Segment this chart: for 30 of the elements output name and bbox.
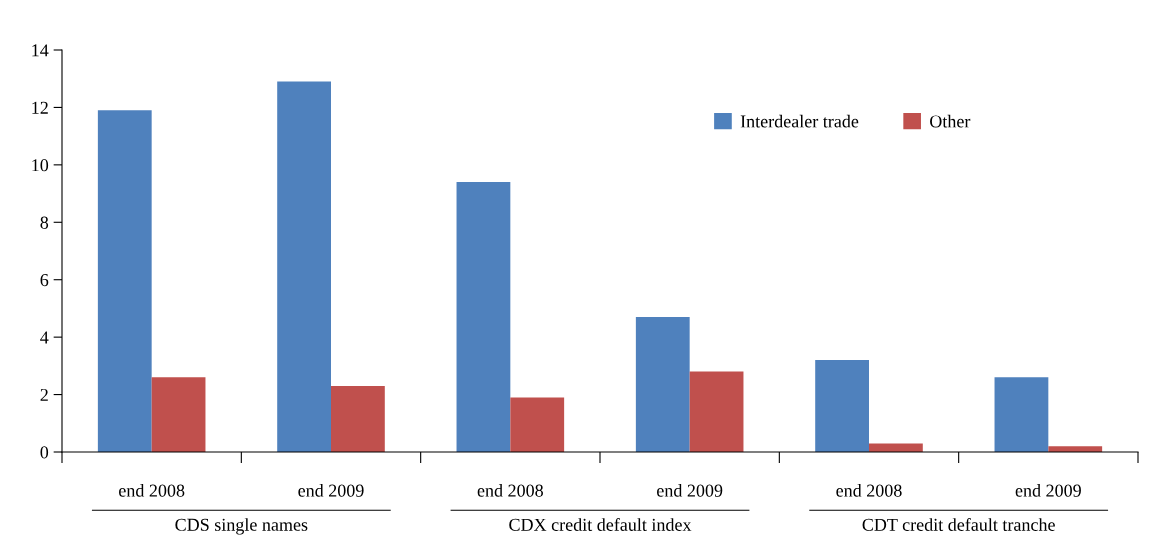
bar (994, 377, 1049, 452)
bar (151, 377, 206, 452)
bar (97, 110, 152, 452)
text: CDS single names (175, 518, 308, 535)
text: CDX credit default index (509, 518, 692, 531)
y-tick-label: 2 (40, 388, 48, 401)
text: CDT credit default tranche (862, 518, 1055, 531)
bar (510, 397, 565, 452)
bar (869, 443, 923, 452)
y-tick-label: 0 (40, 446, 49, 459)
y-tick-label: 10 (32, 159, 49, 172)
y-tick-label: 4 (40, 331, 49, 344)
bar (456, 182, 511, 452)
legend-label: Interdealer trade (740, 114, 859, 128)
bar (689, 371, 744, 452)
x-tick-label: end 2008 (836, 484, 902, 497)
bar (331, 385, 385, 452)
y-tick-label: 6 (40, 274, 49, 287)
y-tick-label: 12 (32, 101, 48, 114)
x-tick-label: end 2009 (1015, 484, 1081, 497)
x-tick-label: end 2009 (657, 484, 723, 497)
x-tick-label: end 2008 (477, 484, 543, 497)
x-tick-label: end 2009 (298, 484, 364, 497)
x-tick-label: end 2008 (119, 484, 185, 497)
y-tick-label: 8 (40, 216, 49, 229)
y-tick-label: 14 (32, 44, 49, 57)
bar (635, 317, 690, 452)
bar (815, 360, 869, 452)
legend-label: Other (930, 114, 971, 128)
bar (277, 81, 331, 452)
